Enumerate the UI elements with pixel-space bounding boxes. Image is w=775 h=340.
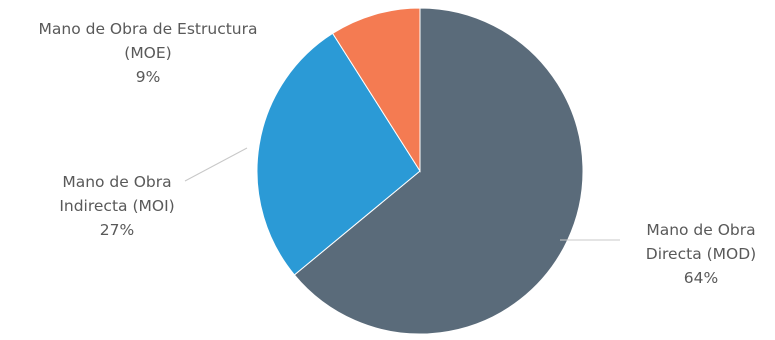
pie-slice-mano-de-obra-de-estructura-moe — [331, 7, 421, 173]
data-label-name-line: Mano de Obra — [62, 173, 171, 191]
leader-lines — [184, 147, 620, 241]
data-label-name-line: Indirecta (MOI) — [59, 197, 174, 215]
data-label-name-line: Directa (MOD) — [646, 245, 756, 263]
data-label-name-line: Mano de Obra — [646, 221, 755, 239]
data-label-mano-de-obra-directa-mod: Mano de Obra Directa (MOD) 64% — [646, 221, 756, 287]
pie-slices — [256, 7, 584, 335]
data-label-percent: 9% — [136, 68, 161, 86]
data-labels: Mano de Obra Directa (MOD) 64%Mano de Obra… — [39, 20, 757, 287]
data-label-name-line: Mano de Obra de Estructura — [39, 20, 258, 38]
data-label-percent: 64% — [684, 269, 718, 287]
leader-line-mano-de-obra-indirecta-moi — [184, 147, 248, 182]
data-label-name-line: (MOE) — [124, 44, 171, 62]
data-label-mano-de-obra-de-estructura-moe: Mano de Obra de Estructura (MOE) 9% — [39, 20, 258, 86]
data-label-percent: 27% — [100, 221, 134, 239]
data-label-mano-de-obra-indirecta-moi: Mano de Obra Indirecta (MOI) 27% — [59, 173, 174, 239]
pie-slice-mano-de-obra-indirecta-moi — [256, 32, 421, 276]
